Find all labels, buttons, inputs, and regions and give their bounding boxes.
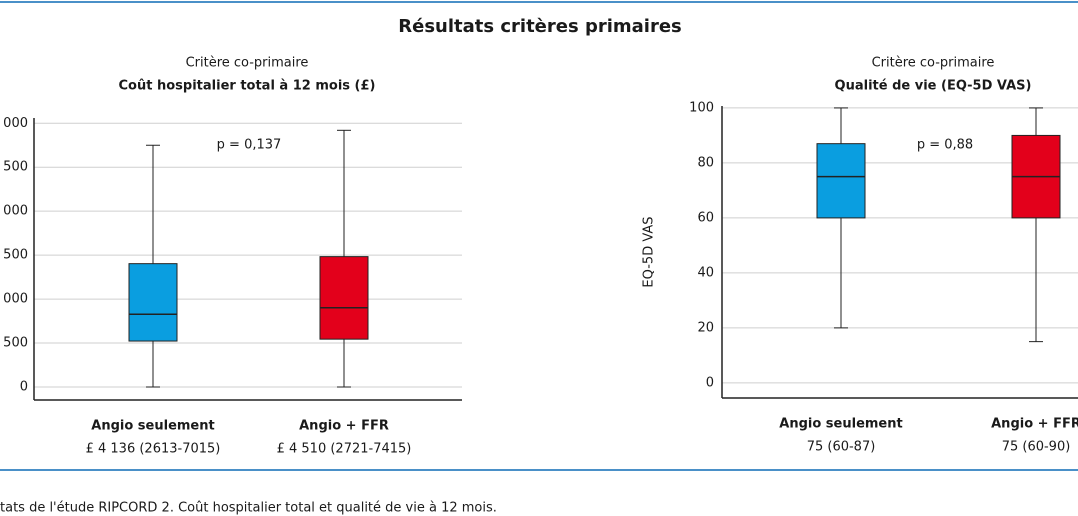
category-label: Angio seulement	[91, 419, 214, 434]
category-note: £ 4 510 (2721-7415)	[277, 442, 412, 457]
box	[128, 263, 178, 342]
y-tick-label: 2 500	[0, 336, 28, 351]
caption: tats de l'étude RIPCORD 2. Coût hospital…	[0, 501, 497, 516]
y-tick-label: 5 000	[0, 292, 28, 307]
y-axis-label: EQ-5D VAS	[642, 216, 657, 287]
category-label: Angio seulement	[779, 417, 902, 432]
category-note: 75 (60-90)	[1002, 440, 1071, 455]
category-label: Angio + FFR	[991, 417, 1078, 432]
y-tick-label: 40	[697, 265, 714, 280]
y-tick-label: 7 500	[0, 248, 28, 263]
y-tick-label: 10 000	[0, 204, 28, 219]
y-tick-label: 0	[20, 379, 28, 394]
chart-subtitle: Critère co-primaire	[186, 56, 309, 71]
category-note: £ 4 136 (2613-7015)	[86, 442, 221, 457]
y-tick-label: 12 500	[0, 160, 28, 175]
category-label: Angio + FFR	[299, 419, 389, 434]
annotation: p = 0,137	[217, 138, 282, 153]
chart-subtitle: Critère co-primaire	[872, 56, 995, 71]
y-tick-label: 15 000	[0, 116, 28, 131]
box	[319, 256, 369, 340]
y-tick-label: 20	[697, 320, 714, 335]
y-tick-label: 0	[706, 375, 714, 390]
chart-title: Qualité de vie (EQ-5D VAS)	[835, 79, 1032, 94]
box	[816, 143, 866, 219]
annotation: p = 0,88	[917, 138, 973, 153]
y-tick-label: 60	[697, 210, 714, 225]
y-tick-label: 80	[697, 155, 714, 170]
chart-title: Coût hospitalier total à 12 mois (£)	[119, 79, 376, 94]
category-note: 75 (60-87)	[807, 440, 876, 455]
y-tick-label: 100	[689, 100, 714, 115]
main-title: Résultats critères primaires	[398, 16, 682, 37]
